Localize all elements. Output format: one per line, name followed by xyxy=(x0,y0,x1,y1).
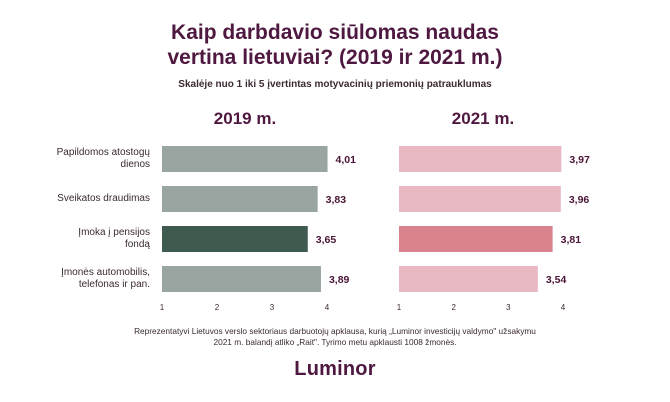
category-label-3: Įmonės automobilis, telefonas ir pan. xyxy=(61,267,150,290)
tick-label-2019-1: 2 xyxy=(215,303,220,312)
footnote-line-1: Reprezentatyvi Lietuvos verslo sektoriau… xyxy=(134,326,536,336)
value-label-2021-0: 3,97 xyxy=(569,154,590,166)
bar-2019-3 xyxy=(162,266,321,292)
bar-2021-1 xyxy=(399,186,561,212)
chart-title: Kaip darbdavio siūlomas naudas vertina l… xyxy=(0,20,670,70)
value-label-2019-3: 3,89 xyxy=(329,274,350,286)
panel-title-2019: 2019 m. xyxy=(213,109,277,128)
value-label-2021-3: 3,54 xyxy=(546,274,567,286)
bar-2019-2 xyxy=(162,226,308,252)
chart-subtitle: Skalėje nuo 1 iki 5 įvertintas motyvacin… xyxy=(178,79,492,90)
category-label-0: Papildomos atostogų dienos xyxy=(56,147,150,170)
bar-2019-0 xyxy=(162,146,328,172)
bar-2021-3 xyxy=(399,266,538,292)
footnote-line-2: 2021 m. balandį atliko „Rait". Tyrimo me… xyxy=(213,337,457,347)
tick-label-2019-0: 1 xyxy=(160,303,165,312)
tick-label-2021-2: 3 xyxy=(506,303,511,312)
category-label-1: Sveikatos draudimas xyxy=(57,193,150,204)
bar-2019-1 xyxy=(162,186,318,212)
tick-label-2019-3: 4 xyxy=(325,303,330,312)
value-label-2019-0: 4,01 xyxy=(336,154,357,166)
footnote: Reprezentatyvi Lietuvos verslo sektoriau… xyxy=(120,326,550,348)
bar-2021-2 xyxy=(399,226,553,252)
tick-label-2021-1: 2 xyxy=(451,303,456,312)
tick-label-2019-2: 3 xyxy=(270,303,275,312)
panel-title-2021: 2021 m. xyxy=(451,109,515,128)
value-label-2021-2: 3,81 xyxy=(561,234,582,246)
tick-label-2021-3: 4 xyxy=(561,303,566,312)
value-label-2021-1: 3,96 xyxy=(569,194,590,206)
tick-label-2021-0: 1 xyxy=(397,303,402,312)
bar-2021-0 xyxy=(399,146,562,172)
category-label-2: Įmoka į pensijos fondą xyxy=(78,227,150,250)
value-label-2019-2: 3,65 xyxy=(316,234,337,246)
chart-title-line-2: vertina lietuviai? (2019 ir 2021 m.) xyxy=(167,46,503,69)
chart-title-line-1: Kaip darbdavio siūlomas naudas xyxy=(171,21,499,44)
luminor-logo: Luminor xyxy=(294,358,376,380)
value-label-2019-1: 3,83 xyxy=(326,194,347,206)
